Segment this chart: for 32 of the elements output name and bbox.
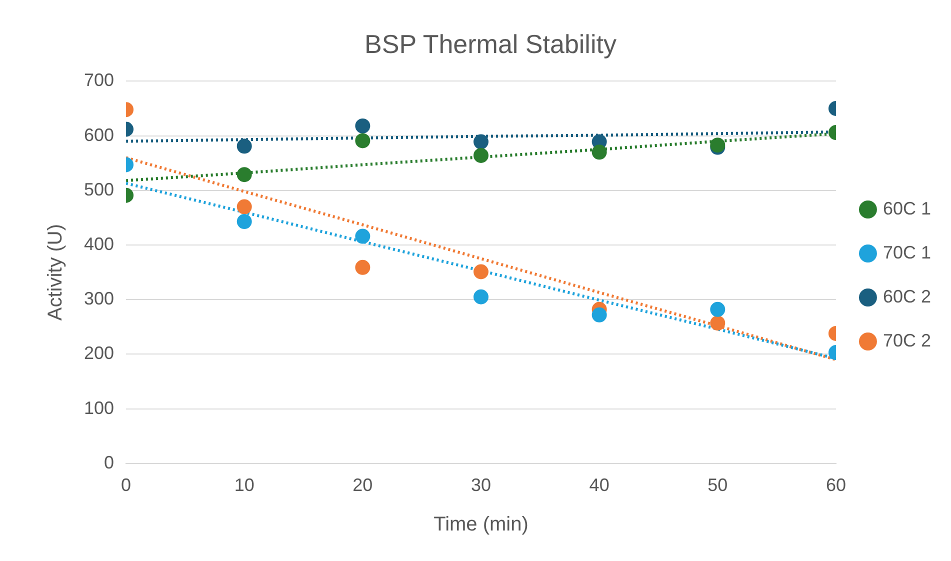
point (474, 134, 488, 150)
y-tick-label: 100 (84, 398, 114, 418)
x-tick-label: 20 (352, 475, 373, 496)
y-tick-label: 400 (84, 234, 114, 254)
y-tick-label: 700 (84, 70, 114, 90)
x-tick-label: 40 (589, 475, 610, 496)
point (592, 144, 607, 160)
y-tick-label: 200 (84, 343, 114, 364)
x-tick-label: 0 (121, 475, 132, 496)
y-axis-title: Activity (U) (44, 224, 67, 321)
y-tick-label: 300 (84, 288, 114, 309)
point (355, 118, 370, 134)
chart-title: BSP Thermal Stability (364, 28, 616, 59)
y-tick-label: 0 (104, 452, 114, 472)
legend-label: 70C 1 (882, 242, 932, 262)
x-axis-title: Time (min) (434, 514, 528, 536)
y-tick-label: 500 (84, 179, 114, 200)
x-tick-label: 60 (826, 475, 846, 496)
x-tick-label: 10 (234, 475, 254, 496)
point (592, 307, 607, 322)
point (474, 148, 488, 163)
y-tick-label: 600 (84, 124, 114, 145)
x-tick-label: 50 (708, 475, 728, 496)
point (355, 260, 370, 275)
legend-label: 60C 2 (882, 286, 932, 306)
legend-label: 60C 1 (882, 198, 932, 218)
legend-label: 70C 2 (882, 330, 932, 350)
point (355, 228, 370, 244)
point (474, 289, 488, 304)
point (474, 264, 488, 280)
x-tick-label: 30 (470, 475, 492, 496)
point (355, 133, 370, 148)
